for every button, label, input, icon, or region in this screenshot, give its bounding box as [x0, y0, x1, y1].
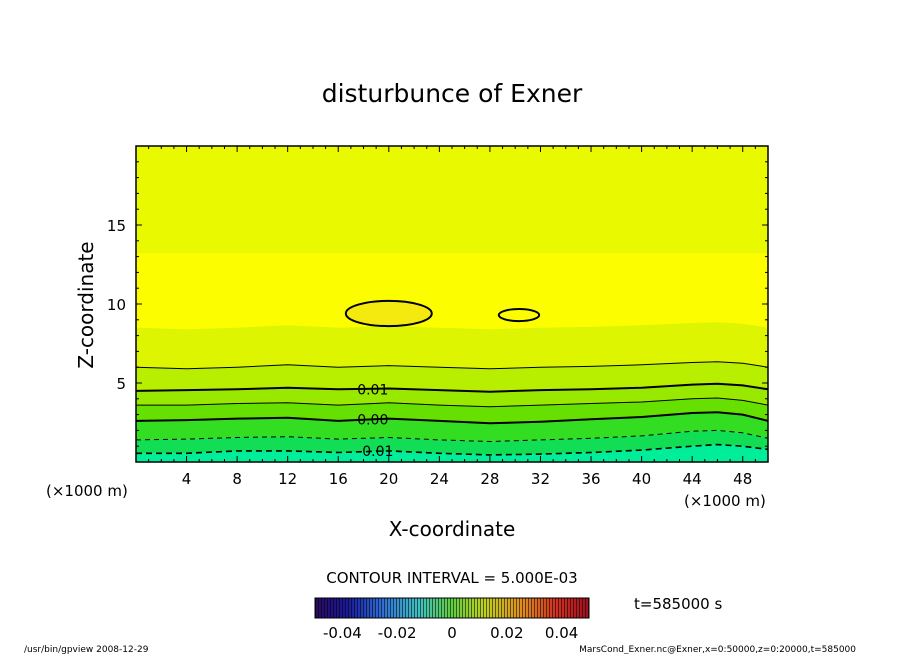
- x-axis-label: X-coordinate: [389, 517, 516, 541]
- x-tick-label-9: 40: [632, 470, 651, 488]
- y-tick-label-0: 5: [116, 375, 126, 393]
- core-fill-0: [345, 300, 432, 327]
- contour-label-2: -0.01: [357, 444, 393, 460]
- x-tick-label-4: 20: [379, 470, 398, 488]
- footer-right: MarsCond_Exner.nc@Exner,x=0:50000,z=0:20…: [579, 645, 856, 654]
- x-tick-label-0: 4: [182, 470, 192, 488]
- x-tick-label-10: 44: [683, 470, 702, 488]
- colorbar-ticks: -0.04 -0.02 0 0.02 0.04: [323, 624, 578, 642]
- colorbar-tick-2: 0: [447, 624, 457, 642]
- footer-left: /usr/bin/gpview 2008-12-29: [24, 645, 149, 654]
- colorbar-tick-0: -0.04: [323, 624, 362, 642]
- contour-line-2: [136, 397, 768, 408]
- contour-lines: [136, 299, 768, 456]
- colorbar-tick-4: 0.04: [545, 624, 578, 642]
- x-tick-label-11: 48: [733, 470, 752, 488]
- contour-interval-text: CONTOUR INTERVAL = 5.000E-03: [326, 569, 577, 587]
- x-tick-label-6: 28: [480, 470, 499, 488]
- x-tick-label-5: 24: [430, 470, 449, 488]
- x-tick-label-1: 8: [232, 470, 242, 488]
- contour-line-1: [136, 361, 768, 370]
- x-tick-label-2: 12: [278, 470, 297, 488]
- colorbar-hatching: [315, 598, 589, 618]
- color-bands: [136, 253, 768, 462]
- contour-line-3: [136, 411, 768, 425]
- band-above-015: [136, 322, 768, 369]
- contour-label-1: 0.00: [357, 412, 388, 428]
- band-m005-000: [136, 412, 768, 442]
- colorbar-tick-1: -0.02: [378, 624, 417, 642]
- band-below-m010: [136, 444, 768, 462]
- x-tick-label-8: 36: [581, 470, 600, 488]
- band-m010-m005: [136, 430, 768, 455]
- contour-line-5: [136, 443, 768, 456]
- colorbar-frame: [314, 597, 590, 619]
- band-010-015: [136, 361, 768, 392]
- x-tick-label-7: 32: [531, 470, 550, 488]
- colorbar: -0.04 -0.02 0 0.02 0.04: [314, 597, 590, 642]
- closed-contour-0: [344, 299, 433, 328]
- y-tick-label-1: 10: [107, 296, 126, 314]
- y-tick-label-2: 15: [107, 217, 126, 235]
- time-label: t=585000 s: [634, 595, 722, 613]
- contour-label-0: 0.01: [357, 382, 388, 398]
- y-axis-label: Z-coordinate: [74, 241, 98, 368]
- closed-contour-1: [497, 308, 541, 323]
- x-unit-label: (×1000 m): [684, 492, 766, 510]
- contour-line-4: [136, 429, 768, 443]
- chart-title: disturbunce of Exner: [322, 79, 583, 108]
- x-tick-label-3: 16: [329, 470, 348, 488]
- y-unit-label: (×1000 m): [46, 482, 128, 500]
- band-000-005: [136, 398, 768, 424]
- contour-line-0: [136, 382, 768, 393]
- plot-area: [136, 146, 768, 462]
- colorbar-tick-3: 0.02: [490, 624, 523, 642]
- contour-labels: 0.01 0.00 -0.01: [357, 382, 393, 460]
